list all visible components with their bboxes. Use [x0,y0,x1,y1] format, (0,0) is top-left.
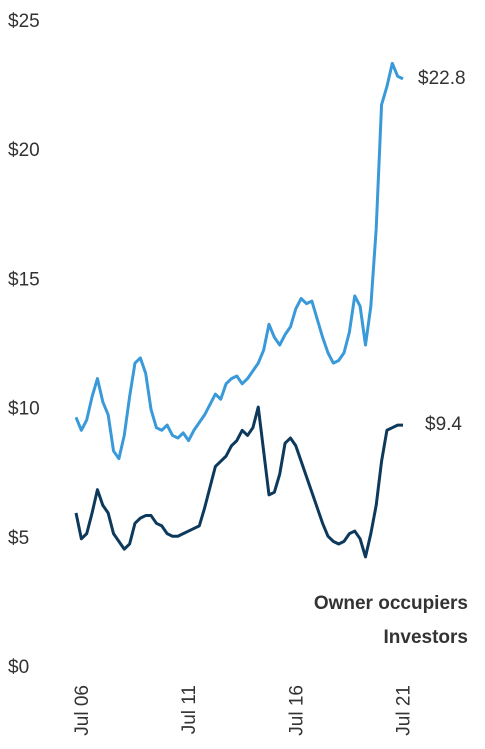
end-label: $22.8 [418,68,466,89]
x-tick-label: Jul 11 [179,685,200,734]
legend-entry: Investors [384,627,468,648]
series-line [74,405,403,559]
y-tick-label: $20 [8,140,40,161]
y-tick-label: $15 [8,269,40,290]
y-tick-label: $5 [8,528,29,549]
x-tick-label: Jul 21 [394,685,415,736]
y-tick-label: $10 [8,399,40,420]
end-label: $9.4 [425,414,462,435]
legend-entry: Owner occupiers [314,593,468,614]
x-tick-label: Jul 06 [72,685,93,736]
y-tick-label: $25 [8,11,40,32]
series-line [74,61,404,461]
y-tick-label: $0 [8,657,29,678]
x-tick-label: Jul 16 [286,685,307,736]
